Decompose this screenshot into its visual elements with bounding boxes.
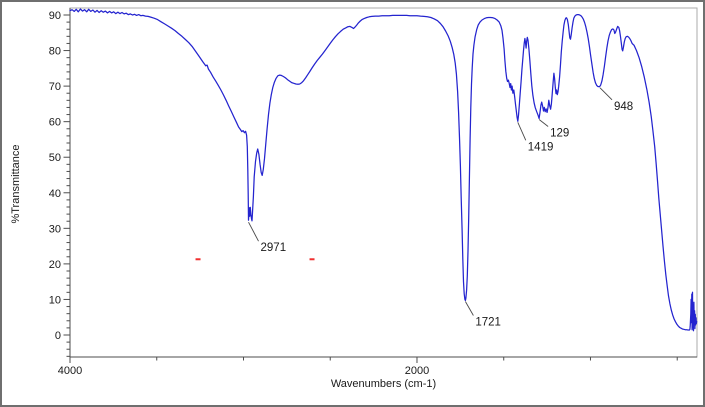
peak-leader-line bbox=[248, 222, 259, 242]
y-tick-label: 50 bbox=[49, 152, 61, 164]
stray-red-mark bbox=[195, 258, 201, 261]
peak-label: 129 bbox=[550, 127, 569, 139]
peak-leader-line bbox=[517, 122, 527, 141]
y-tick-label: 10 bbox=[49, 294, 61, 306]
peak-label: 2971 bbox=[261, 242, 287, 254]
spectrum-curve bbox=[69, 8, 698, 332]
y-axis-title: %Transmittance bbox=[10, 144, 22, 224]
y-tick-label: 70 bbox=[49, 81, 61, 93]
peak-leader-line bbox=[599, 87, 613, 101]
peak-leader-line bbox=[464, 301, 474, 316]
plot-frame bbox=[69, 7, 698, 358]
x-axis-title: Wavenumbers (cm-1) bbox=[330, 378, 437, 390]
y-tick-label: 80 bbox=[49, 46, 61, 58]
y-tick-label: 30 bbox=[49, 223, 61, 235]
x-tick-label: 4000 bbox=[58, 365, 82, 377]
y-tick-label: 0 bbox=[55, 330, 61, 342]
y-tick-label: 20 bbox=[49, 259, 61, 271]
y-tick-label: 90 bbox=[49, 10, 61, 22]
peak-label: 1721 bbox=[475, 317, 501, 329]
peak-label: 948 bbox=[614, 101, 633, 113]
x-tick-label: 2000 bbox=[405, 365, 429, 377]
y-tick-label: 40 bbox=[49, 188, 61, 200]
y-tick-label: 60 bbox=[49, 117, 61, 129]
peak-leader-line bbox=[538, 119, 549, 127]
peak-label: 1419 bbox=[528, 141, 554, 153]
stray-red-mark bbox=[309, 258, 315, 261]
